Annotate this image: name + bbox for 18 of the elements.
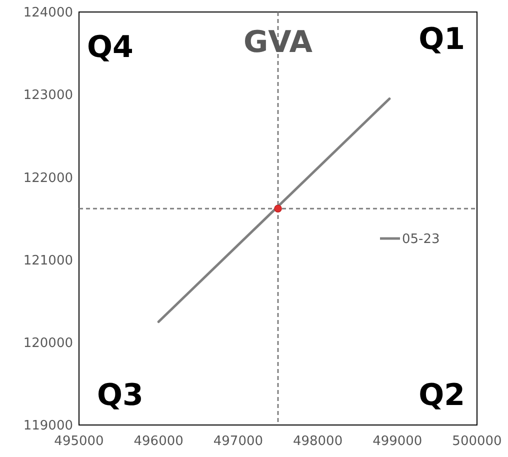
x-tick-label: 498000	[292, 434, 343, 449]
x-tick-label: 495000	[54, 434, 104, 449]
x-tick-label: 500000	[452, 434, 502, 449]
y-tick-label: 121000	[23, 253, 73, 268]
y-tick-label: 119000	[23, 418, 73, 434]
x-tick-label: 496000	[134, 434, 184, 449]
legend-label: 05-23	[402, 232, 440, 248]
text: GVA	[243, 25, 314, 60]
y-tick-label: 122000	[23, 170, 73, 186]
y-tick-label: 120000	[23, 336, 73, 351]
x-tick-label: 499000	[372, 434, 422, 449]
annotation: Q3	[97, 378, 144, 413]
y-tick-label: 123000	[23, 88, 73, 104]
y-tick-label: 124000	[23, 6, 73, 21]
annotation: Q2	[418, 378, 465, 413]
annotation: Q4	[87, 30, 134, 65]
annotation: Q1	[418, 22, 465, 57]
x-tick-label: 497000	[213, 434, 264, 449]
